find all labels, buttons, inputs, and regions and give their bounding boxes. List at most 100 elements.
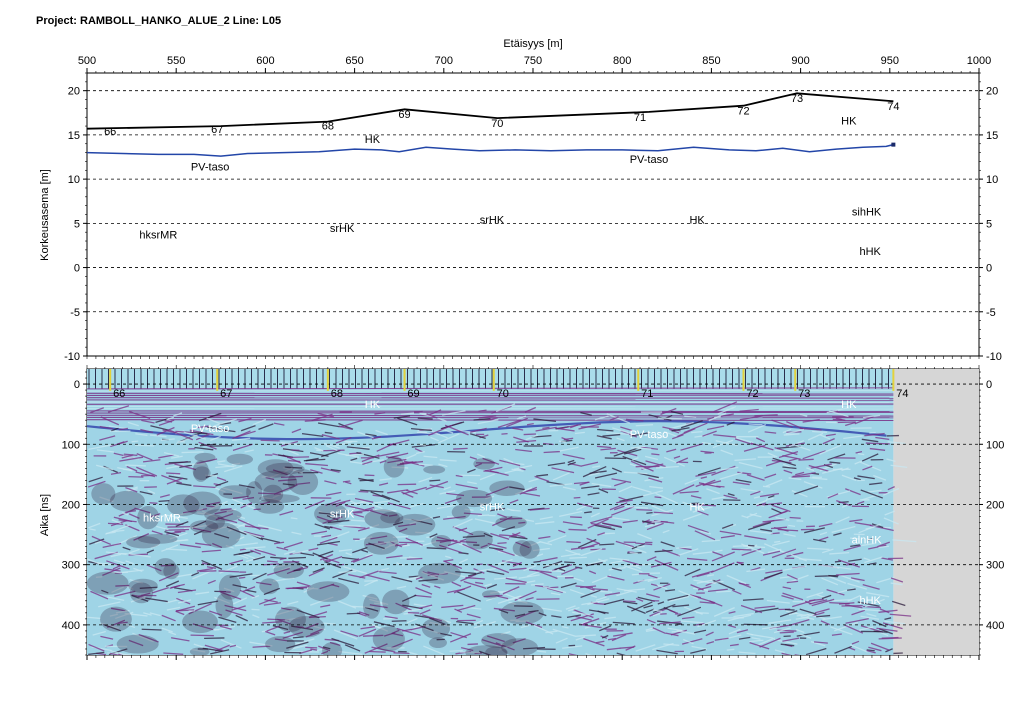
radargram-texture-stroke (237, 554, 249, 560)
radargram-y-tick-label-left: 300 (62, 560, 80, 572)
radargram-texture-stroke (158, 499, 170, 502)
radargram-texture-stroke (609, 416, 619, 421)
radargram-texture-stroke (834, 621, 859, 632)
radargram-texture-stroke (195, 508, 204, 512)
radargram-texture-stroke (598, 488, 609, 494)
radargram-texture-stroke (418, 578, 438, 582)
radargram-marker-label: 70 (497, 388, 509, 400)
radargram-texture-stroke (240, 424, 256, 432)
radargram-texture-stroke (665, 632, 679, 637)
radargram-texture-stroke (94, 540, 103, 545)
radargram-y-tick-label-right: 0 (986, 379, 992, 391)
radargram-texture-stroke (841, 474, 857, 482)
elevation-y-tick-label-right: 20 (986, 86, 998, 98)
radargram-texture-stroke (113, 559, 125, 564)
radargram-texture-stroke (806, 467, 815, 472)
radargram-texture-stroke (190, 634, 214, 637)
radargram-texture-stroke (197, 600, 219, 606)
radargram-texture-stroke (622, 519, 638, 524)
radargram-texture-stroke (424, 628, 441, 635)
radargram-texture-stroke (854, 415, 874, 425)
radargram-texture-stroke (711, 465, 736, 476)
radargram-texture-stroke (891, 600, 906, 607)
radargram-texture-stroke (890, 577, 904, 583)
radargram-texture-stroke (164, 420, 173, 423)
radargram-texture-stroke (786, 551, 804, 558)
radargram-texture-stroke (283, 550, 296, 555)
radargram-texture-stroke (782, 565, 807, 571)
radargram-texture-stroke (879, 608, 890, 614)
radargram-texture-stroke (855, 450, 863, 454)
radargram-texture-stroke (428, 617, 446, 626)
radargram-texture-stroke (822, 548, 834, 554)
radargram-texture-stroke (637, 578, 653, 582)
radargram-texture-stroke (400, 412, 415, 415)
radargram-texture-stroke (869, 562, 877, 565)
radargram-dark-blotch (128, 578, 158, 593)
radargram-texture-stroke (768, 495, 775, 499)
radargram-texture-stroke (782, 637, 800, 642)
radargram-texture-stroke (771, 508, 782, 514)
radargram-texture-stroke (369, 604, 388, 609)
radargram-texture-stroke (727, 493, 735, 497)
radargram-texture-stroke (513, 464, 533, 470)
radargram-texture-stroke (700, 476, 708, 479)
radargram-texture-stroke (242, 496, 255, 500)
radargram-texture-stroke (835, 417, 846, 422)
radargram-texture-stroke (886, 458, 896, 463)
radargram-texture-stroke (446, 492, 465, 497)
radargram-texture-stroke (506, 417, 529, 428)
radargram-texture-stroke (99, 435, 116, 441)
radargram-texture-stroke (111, 519, 122, 525)
radargram-texture-stroke (287, 456, 310, 459)
radargram-texture-stroke (340, 630, 359, 637)
radargram-texture-stroke (644, 522, 662, 528)
radargram-texture-stroke (413, 410, 423, 413)
radargram-texture-stroke (438, 417, 447, 422)
radargram-texture-stroke (696, 572, 710, 578)
radargram-dark-blotch (465, 530, 493, 550)
radargram-texture-stroke (547, 462, 566, 467)
radargram-texture-stroke (418, 463, 433, 466)
radargram-texture-stroke (214, 487, 226, 493)
radargram-texture-stroke (331, 637, 355, 647)
radargram-texture-stroke (317, 422, 340, 428)
radargram-texture-stroke (575, 585, 593, 589)
radargram-texture-stroke (838, 602, 855, 605)
radargram-texture-stroke (252, 418, 267, 426)
radargram-dark-blotch (500, 601, 544, 625)
radargram-texture-stroke (402, 461, 414, 464)
radargram-texture-stroke (161, 544, 179, 552)
radargram-texture-stroke (258, 423, 274, 431)
radargram-texture-stroke (792, 599, 816, 608)
radargram-texture-stroke (494, 548, 515, 556)
radargram-texture-stroke (438, 433, 460, 444)
radargram-texture-stroke (539, 540, 553, 546)
radargram-texture-stroke (680, 443, 704, 451)
radargram-texture-stroke (884, 620, 906, 625)
radargram-texture-stroke (158, 419, 175, 427)
radargram-texture-stroke (163, 452, 180, 457)
radargram-texture-stroke (356, 451, 380, 459)
radargram-dark-blotch (116, 634, 159, 654)
radargram-texture-stroke (207, 426, 227, 431)
radargram-texture-stroke (238, 529, 262, 539)
radargram-texture-stroke (296, 609, 320, 619)
radargram-texture-stroke (692, 551, 713, 555)
radargram-texture-stroke (746, 568, 766, 573)
radargram-texture-stroke (449, 649, 463, 652)
radargram-texture-stroke (481, 639, 504, 648)
radargram-texture-stroke (520, 624, 530, 629)
radargram-texture-stroke (257, 524, 282, 532)
radargram-texture-stroke (415, 586, 433, 595)
radargram-texture-stroke (348, 573, 366, 579)
radargram-texture-stroke (606, 431, 630, 435)
radargram-texture-stroke (818, 536, 829, 541)
radargram-texture-stroke (567, 461, 576, 466)
radargram-texture-stroke (440, 421, 465, 430)
radargram-texture-stroke (829, 410, 849, 418)
radargram-texture-stroke (780, 643, 795, 647)
radargram-texture-stroke (853, 477, 861, 481)
radargram-texture-stroke (484, 470, 499, 474)
radargram-texture-stroke (224, 429, 236, 433)
